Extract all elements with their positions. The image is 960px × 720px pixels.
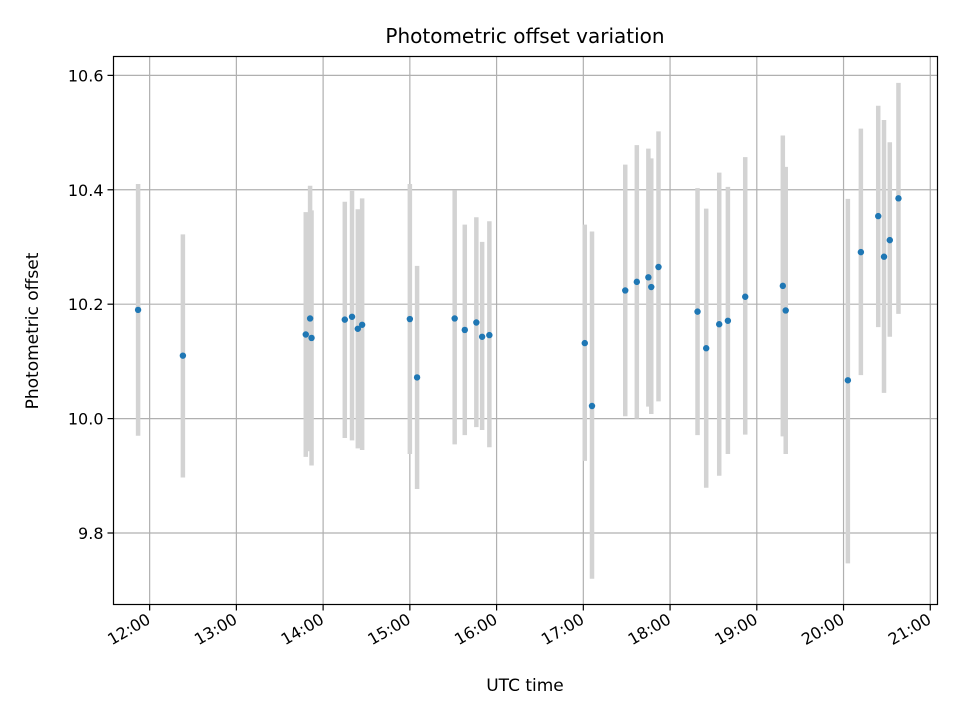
plot-frame xyxy=(112,55,939,606)
data-point xyxy=(358,321,366,328)
y-tick-label: 10.0 xyxy=(68,410,104,429)
y-tick-label: 9.8 xyxy=(78,524,103,543)
data-point xyxy=(857,248,865,256)
data-point xyxy=(406,315,414,323)
data-point xyxy=(622,287,629,294)
data-point xyxy=(473,319,480,326)
y-tick-label: 10.6 xyxy=(68,66,104,85)
data-point xyxy=(782,307,789,314)
data-point xyxy=(348,313,356,320)
data-point xyxy=(880,253,888,260)
data-point xyxy=(655,263,662,271)
y-axis-ticks: 9.8 10.0 10.2 10.4 10.6 xyxy=(68,66,114,543)
data-point xyxy=(694,308,701,315)
data-point xyxy=(895,195,902,202)
data-point xyxy=(779,282,787,290)
data-point xyxy=(306,315,314,322)
data-point xyxy=(413,374,421,381)
data-points xyxy=(134,195,902,410)
data-point xyxy=(648,283,655,291)
data-point xyxy=(354,325,362,332)
y-tick-label: 10.2 xyxy=(68,295,104,314)
data-point xyxy=(645,274,652,281)
data-point xyxy=(341,316,348,323)
data-point xyxy=(478,333,486,340)
data-point xyxy=(302,331,309,338)
data-point xyxy=(461,326,468,334)
chart-title: Photometric offset variation xyxy=(385,24,664,48)
data-point xyxy=(742,293,749,300)
data-point xyxy=(486,331,493,339)
data-point xyxy=(724,317,732,324)
data-point xyxy=(308,334,315,342)
data-point xyxy=(886,236,893,244)
data-point xyxy=(179,352,187,359)
data-point xyxy=(844,377,852,384)
data-point xyxy=(581,339,588,347)
data-point xyxy=(134,306,142,314)
y-tick-label: 10.4 xyxy=(68,181,104,200)
data-point xyxy=(588,402,596,410)
data-point xyxy=(716,321,723,328)
grid xyxy=(113,56,938,605)
data-point xyxy=(703,345,710,352)
y-axis-label: Photometric offset xyxy=(23,252,43,409)
data-point xyxy=(451,315,458,322)
data-point xyxy=(633,278,641,286)
x-axis-label: UTC time xyxy=(486,676,564,696)
data-point xyxy=(875,212,882,220)
